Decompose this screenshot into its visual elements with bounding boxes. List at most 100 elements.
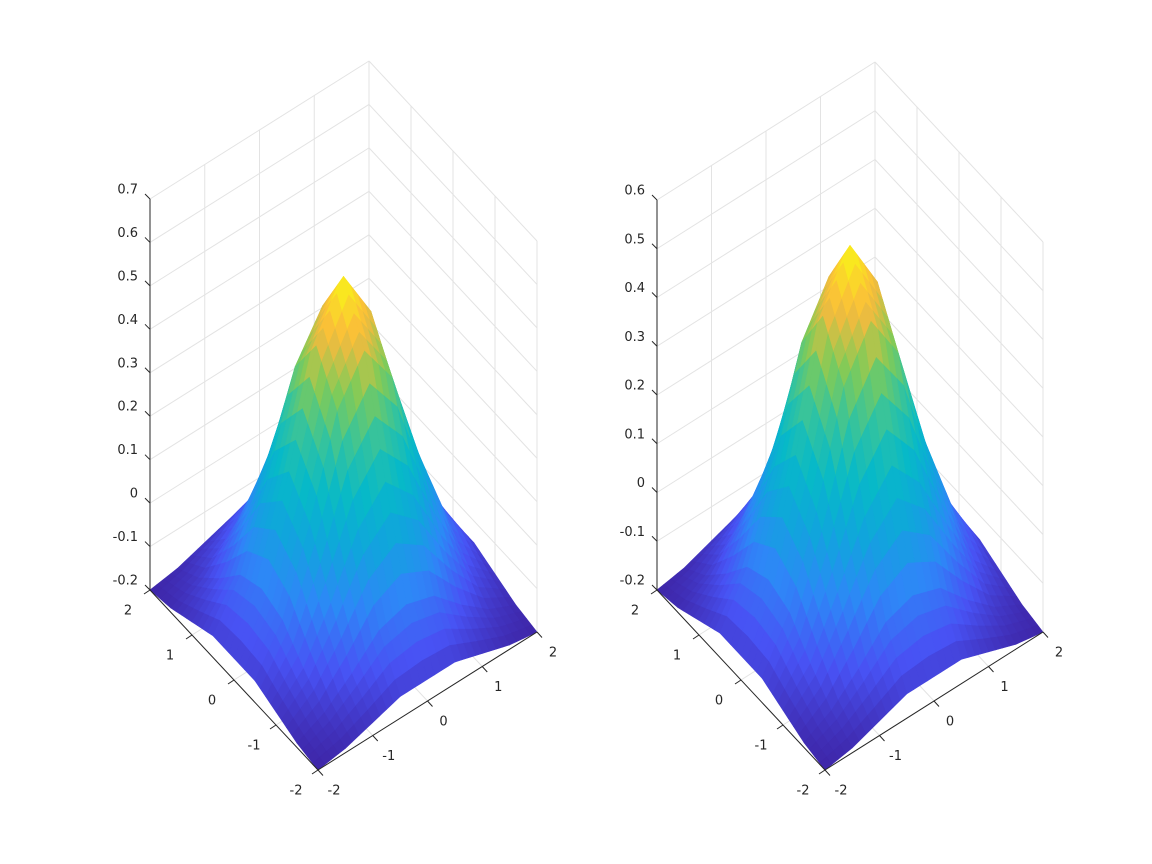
y-tick: [227, 679, 235, 685]
z-tick-label: -0.2: [620, 574, 645, 589]
z-tick: [144, 454, 151, 461]
z-tick: [144, 497, 151, 504]
grid-line: [874, 159, 1044, 340]
z-tick-label: 0.5: [117, 269, 138, 284]
grid-line: [149, 234, 370, 374]
x-tick-label: -2: [835, 784, 848, 799]
grid-line: [368, 60, 538, 242]
y-tick: [143, 589, 151, 595]
grid-line: [874, 110, 1044, 292]
surface: [656, 245, 1044, 771]
grid-line: [149, 60, 370, 200]
y-tick: [650, 589, 658, 595]
grid-line: [656, 61, 876, 201]
z-tick-label: -0.2: [113, 574, 138, 589]
z-tick-label: 0.2: [624, 379, 645, 394]
x-tick: [536, 631, 543, 638]
grid-line: [656, 207, 876, 347]
z-tick: [651, 487, 658, 493]
y-tick: [311, 769, 319, 775]
z-tick: [144, 541, 151, 547]
x-tick: [933, 700, 940, 707]
grid-line: [368, 190, 538, 372]
y-tick-label: -2: [797, 784, 810, 799]
z-tick-label: 0.4: [624, 281, 645, 296]
grid-line: [368, 277, 538, 459]
z-tick: [144, 280, 151, 287]
grid-line: [874, 305, 1044, 487]
x-tick-label: 2: [1055, 646, 1063, 661]
z-tick-label: -0.1: [113, 530, 138, 545]
y-tick: [269, 724, 277, 730]
grid-line: [368, 321, 538, 503]
y-tick-label: -1: [248, 739, 261, 754]
x-tick-label: -2: [328, 784, 341, 799]
y-tick: [692, 634, 700, 640]
grid-line: [368, 147, 538, 329]
z-tick-label: 0.6: [624, 184, 645, 199]
z-tick-label: 0: [130, 487, 138, 502]
axes: -2 -1 0 1 2 -2 -1 0 1 2 -0.2 -0.1 0 0.1 0.2 0.3 0.4 0.5 0.…: [113, 60, 557, 799]
x-tick: [427, 700, 433, 707]
y-tick: [734, 679, 742, 685]
z-tick-label: 0.3: [624, 330, 645, 345]
z-tick: [651, 584, 658, 591]
axes: -2 -1 0 1 2 -2 -1 0 1 2 -0.2 -0.1 0 0.1 0.2 0.3 0.4 0.5 0.…: [620, 61, 1063, 799]
z-tick-label: 0.7: [117, 183, 138, 198]
z-tick: [651, 389, 658, 396]
x-tick-label: 2: [549, 646, 557, 661]
y-tick-label: -1: [755, 739, 768, 754]
z-tick-label: 0.1: [624, 427, 645, 442]
surface: [149, 276, 538, 771]
z-tick-label: 0.3: [117, 356, 138, 371]
y-tick: [185, 634, 193, 640]
z-tick-label: 0.6: [117, 226, 138, 241]
z-tick: [144, 584, 151, 591]
grid-line: [874, 256, 1044, 438]
y-tick: [818, 769, 826, 775]
grid-line: [149, 104, 370, 243]
z-tick: [144, 410, 151, 417]
grid-line: [368, 104, 538, 285]
grid-line: [656, 159, 876, 298]
y-tick-label: 1: [166, 649, 174, 664]
z-tick: [651, 292, 658, 298]
y-tick-label: 2: [631, 604, 639, 619]
y-tick-label: 2: [124, 604, 132, 619]
z-tick: [144, 367, 151, 374]
z-tick: [651, 340, 658, 347]
z-tick: [651, 438, 658, 445]
x-tick-label: 0: [946, 715, 954, 730]
x-tick-label: 0: [439, 715, 447, 730]
x-tick: [372, 735, 379, 742]
x-tick-label: 1: [494, 680, 502, 695]
x-tick-label: 1: [1000, 680, 1008, 695]
grid-line: [874, 207, 1044, 389]
z-tick: [651, 194, 658, 201]
y-tick-label: 1: [673, 649, 681, 664]
y-tick-label: 0: [715, 694, 723, 709]
x-tick: [988, 666, 994, 673]
y-tick: [776, 724, 784, 730]
z-tick-label: 0.4: [117, 313, 138, 328]
grid-line: [149, 147, 370, 287]
y-tick-label: 0: [208, 694, 216, 709]
z-tick: [144, 323, 151, 330]
grid-line: [149, 190, 370, 330]
x-tick-label: -1: [889, 749, 902, 764]
z-tick: [144, 193, 151, 200]
z-tick-label: 0: [637, 476, 645, 491]
x-tick-label: -1: [382, 749, 395, 764]
z-tick: [651, 243, 658, 250]
z-tick-label: 0.1: [117, 443, 138, 458]
grid-line: [656, 110, 876, 250]
z-tick-label: 0.5: [624, 232, 645, 247]
grid-line: [874, 61, 1044, 243]
y-tick-label: -2: [290, 784, 303, 799]
z-tick: [144, 237, 151, 243]
surface-patch: [819, 756, 833, 771]
grid-line: [368, 234, 538, 416]
z-tick: [651, 535, 658, 542]
